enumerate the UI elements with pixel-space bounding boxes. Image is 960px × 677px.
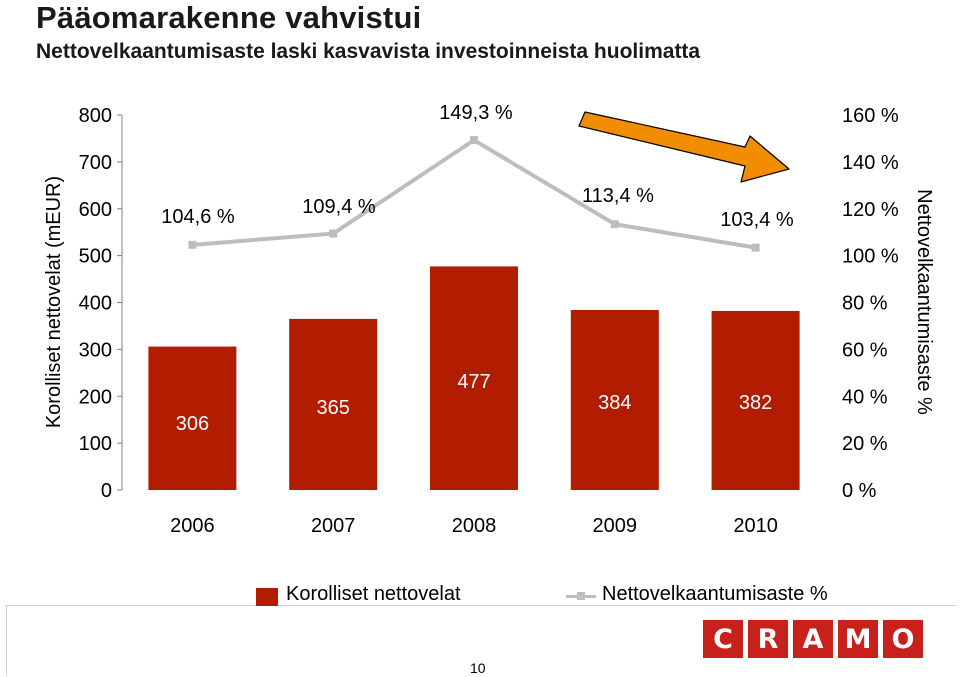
line-marker: [610, 220, 619, 229]
line-series: [188, 136, 760, 252]
left-tick-label: 600: [79, 199, 112, 221]
legend-frame: [6, 605, 957, 676]
logo-letter: R: [748, 620, 788, 658]
left-tick-label: 200: [79, 386, 112, 408]
chart-axes: 0 100 200 300 400 500 600 700 800 0 % 20 % 40 % 60 %…: [43, 105, 935, 537]
line-data-label: 103,4 %: [720, 209, 794, 231]
bar-data-label: 477: [457, 371, 490, 393]
left-tick-label: 800: [79, 105, 112, 127]
legend-line-swatch: [566, 592, 596, 600]
logo-letter: O: [883, 620, 923, 658]
logo-letter: M: [838, 620, 878, 658]
legend-bar-label: Korolliset nettovelat: [286, 583, 461, 605]
bar-data-label: 382: [739, 392, 772, 414]
combo-chart: 0 100 200 300 400 500 600 700 800 0 % 20 % 40 % 60 %…: [43, 102, 935, 537]
bar: [148, 346, 237, 490]
right-tick-label: 0 %: [842, 480, 877, 502]
left-tick-label: 700: [79, 152, 112, 174]
line-data-label: 109,4 %: [302, 196, 376, 218]
line-data-label: 104,6 %: [161, 206, 235, 228]
x-tick-label: 2006: [170, 515, 215, 537]
bar: [711, 310, 800, 490]
right-tick-label: 160 %: [842, 105, 899, 127]
line-path: [192, 137, 756, 250]
left-tick-label: 400: [79, 293, 112, 315]
right-tick-label: 120 %: [842, 199, 899, 221]
left-tick-label: 100: [79, 433, 112, 455]
line-marker: [329, 229, 338, 238]
bar-data-label: 306: [176, 413, 209, 435]
logo-letter: A: [793, 620, 833, 658]
x-tick-label: 2009: [593, 515, 638, 537]
trend-arrow-shape: [578, 111, 790, 183]
line-data-label: 149,3 %: [439, 102, 513, 124]
left-tick-label: 500: [79, 246, 112, 268]
data-labels: 306 365 477 384 382 104,6 % 109,4 % 149,3 % 113,…: [161, 102, 794, 435]
x-tick-label: 2010: [733, 515, 778, 537]
logo-letter: C: [703, 620, 743, 658]
right-tick-label: 100 %: [842, 246, 899, 268]
bar: [289, 318, 378, 490]
x-tick-label: 2008: [452, 515, 497, 537]
left-tick-label: 0: [101, 480, 112, 502]
right-tick-label: 80 %: [842, 293, 888, 315]
line-data-label: 113,4 %: [582, 185, 654, 207]
page-number: 10: [470, 660, 486, 676]
right-axis-title: Nettovelkaantumisaste %: [913, 189, 935, 415]
right-tick-label: 40 %: [842, 386, 888, 408]
right-tick-label: 60 %: [842, 339, 888, 361]
trend-arrow: [578, 111, 790, 183]
line-marker: [188, 240, 197, 249]
right-tick-label: 20 %: [842, 433, 888, 455]
bar: [570, 310, 659, 490]
bar-data-label: 384: [598, 392, 631, 414]
line-marker: [751, 243, 760, 252]
bar-series: [148, 266, 800, 490]
bar: [430, 266, 518, 490]
bar-data-label: 365: [317, 397, 350, 419]
x-tick-label: 2007: [311, 515, 356, 537]
legend-bar-swatch: [256, 588, 278, 606]
line-marker: [470, 136, 478, 145]
slide-subtitle: Nettovelkaantumisaste laski kasvavista i…: [36, 40, 701, 63]
right-tick-label: 140 %: [842, 152, 899, 174]
left-axis-title: Korolliset nettovelat (mEUR): [43, 176, 65, 428]
slide-title: Pääomarakenne vahvistui: [36, 0, 422, 35]
legend-line-label: Nettovelkaantumisaste %: [602, 583, 828, 605]
left-tick-label: 300: [79, 339, 112, 361]
cramo-logo: C R A M O: [703, 620, 923, 658]
